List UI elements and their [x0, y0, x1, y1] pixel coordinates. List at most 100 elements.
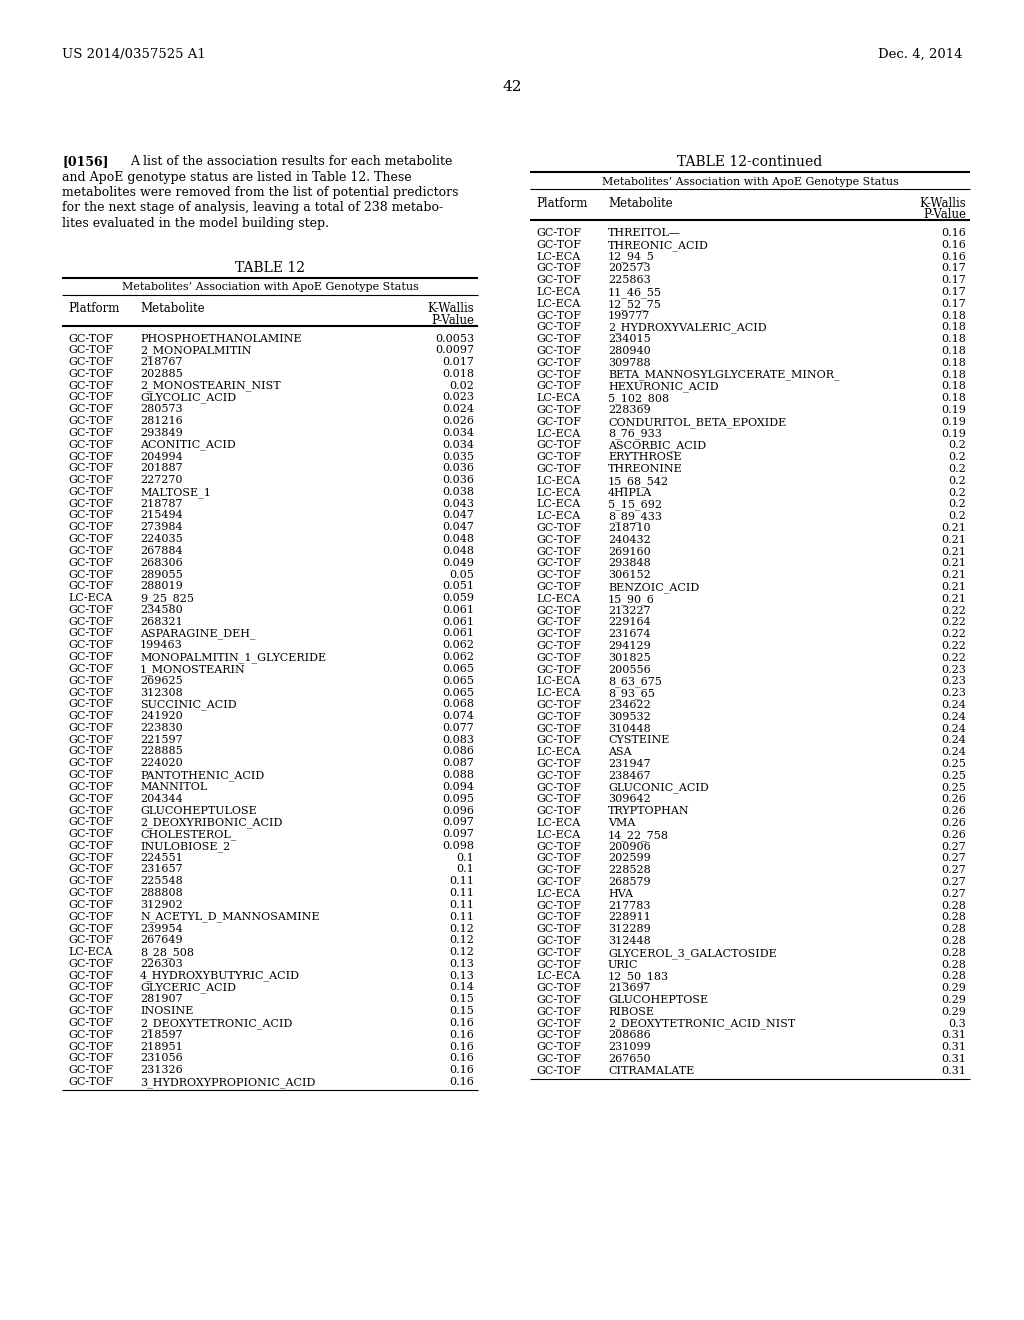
Text: 202599: 202599	[608, 854, 650, 863]
Text: 312289: 312289	[608, 924, 650, 935]
Text: 268321: 268321	[140, 616, 182, 627]
Text: 268579: 268579	[608, 876, 650, 887]
Text: GC-TOF: GC-TOF	[536, 535, 581, 545]
Text: 0.23: 0.23	[941, 688, 966, 698]
Text: LC-ECA: LC-ECA	[536, 499, 581, 510]
Text: CITRAMALATE: CITRAMALATE	[608, 1065, 694, 1076]
Text: 0.018: 0.018	[442, 368, 474, 379]
Text: 0.22: 0.22	[941, 606, 966, 615]
Text: 0.19: 0.19	[941, 429, 966, 438]
Text: ACONITIC_ACID: ACONITIC_ACID	[140, 440, 236, 450]
Text: GC-TOF: GC-TOF	[536, 1019, 581, 1028]
Text: 0.18: 0.18	[941, 381, 966, 392]
Text: [0156]: [0156]	[62, 154, 109, 168]
Text: 2_MONOSTEARIN_NIST: 2_MONOSTEARIN_NIST	[140, 380, 281, 392]
Text: GC-TOF: GC-TOF	[68, 676, 113, 685]
Text: 267649: 267649	[140, 936, 182, 945]
Text: 228911: 228911	[608, 912, 650, 923]
Text: 0.2: 0.2	[948, 475, 966, 486]
Text: 0.026: 0.026	[442, 416, 474, 426]
Text: GC-TOF: GC-TOF	[68, 640, 113, 651]
Text: N_ACETYL_D_MANNOSAMINE: N_ACETYL_D_MANNOSAMINE	[140, 912, 319, 923]
Text: 0.11: 0.11	[450, 876, 474, 886]
Text: LC-ECA: LC-ECA	[536, 676, 581, 686]
Text: lites evaluated in the model building step.: lites evaluated in the model building st…	[62, 216, 329, 230]
Text: 0.034: 0.034	[442, 440, 474, 450]
Text: 231056: 231056	[140, 1053, 182, 1064]
Text: 0.18: 0.18	[941, 334, 966, 345]
Text: 15_68_542: 15_68_542	[608, 475, 669, 487]
Text: GC-TOF: GC-TOF	[68, 876, 113, 886]
Text: 0.024: 0.024	[442, 404, 474, 414]
Text: 202885: 202885	[140, 368, 182, 379]
Text: GC-TOF: GC-TOF	[536, 842, 581, 851]
Text: 0.017: 0.017	[442, 358, 474, 367]
Text: GC-TOF: GC-TOF	[536, 334, 581, 345]
Text: LC-ECA: LC-ECA	[536, 252, 581, 261]
Text: 281216: 281216	[140, 416, 182, 426]
Text: 0.2: 0.2	[948, 441, 966, 450]
Text: GC-TOF: GC-TOF	[68, 829, 113, 840]
Text: 200556: 200556	[608, 664, 650, 675]
Text: LC-ECA: LC-ECA	[536, 830, 581, 840]
Text: GC-TOF: GC-TOF	[536, 854, 581, 863]
Text: 0.098: 0.098	[442, 841, 474, 851]
Text: 218787: 218787	[140, 499, 182, 508]
Text: GC-TOF: GC-TOF	[536, 582, 581, 591]
Text: 0.18: 0.18	[941, 370, 966, 380]
Text: 0.28: 0.28	[941, 900, 966, 911]
Text: 0.18: 0.18	[941, 358, 966, 368]
Text: GC-TOF: GC-TOF	[68, 994, 113, 1005]
Text: 0.2: 0.2	[948, 511, 966, 521]
Text: 0.19: 0.19	[941, 405, 966, 414]
Text: 0.24: 0.24	[941, 735, 966, 746]
Text: 0.059: 0.059	[442, 593, 474, 603]
Text: GC-TOF: GC-TOF	[68, 841, 113, 851]
Text: 0.16: 0.16	[450, 1065, 474, 1074]
Text: 0.16: 0.16	[941, 228, 966, 238]
Text: 0.26: 0.26	[941, 807, 966, 816]
Text: GC-TOF: GC-TOF	[68, 1065, 113, 1074]
Text: 201887: 201887	[140, 463, 182, 474]
Text: 0.086: 0.086	[442, 747, 474, 756]
Text: LC-ECA: LC-ECA	[536, 888, 581, 899]
Text: GC-TOF: GC-TOF	[68, 404, 113, 414]
Text: GC-TOF: GC-TOF	[68, 499, 113, 508]
Text: 0.2: 0.2	[948, 453, 966, 462]
Text: PHOSPHOETHANOLAMINE: PHOSPHOETHANOLAMINE	[140, 334, 302, 343]
Text: 301825: 301825	[608, 653, 650, 663]
Text: 8_28_508: 8_28_508	[140, 948, 194, 958]
Text: GC-TOF: GC-TOF	[536, 240, 581, 249]
Text: Metabolites’ Association with ApoE Genotype Status: Metabolites’ Association with ApoE Genot…	[601, 177, 898, 187]
Text: 267884: 267884	[140, 546, 182, 556]
Text: 0.048: 0.048	[442, 535, 474, 544]
Text: 0.17: 0.17	[941, 286, 966, 297]
Text: 0.26: 0.26	[941, 795, 966, 804]
Text: GC-TOF: GC-TOF	[536, 264, 581, 273]
Text: 0.065: 0.065	[442, 664, 474, 675]
Text: GC-TOF: GC-TOF	[68, 970, 113, 981]
Text: GC-TOF: GC-TOF	[536, 558, 581, 569]
Text: GC-TOF: GC-TOF	[68, 1041, 113, 1052]
Text: GC-TOF: GC-TOF	[536, 1065, 581, 1076]
Text: 0.068: 0.068	[442, 700, 474, 709]
Text: GC-TOF: GC-TOF	[536, 606, 581, 615]
Text: 234622: 234622	[608, 700, 650, 710]
Text: 0.15: 0.15	[450, 1006, 474, 1016]
Text: BETA_MANNOSYLGLYCERATE_MINOR_: BETA_MANNOSYLGLYCERATE_MINOR_	[608, 370, 840, 380]
Text: 218951: 218951	[140, 1041, 182, 1052]
Text: 231947: 231947	[608, 759, 650, 770]
Text: GC-TOF: GC-TOF	[68, 711, 113, 721]
Text: 0.061: 0.061	[442, 628, 474, 639]
Text: GC-TOF: GC-TOF	[68, 605, 113, 615]
Text: GC-TOF: GC-TOF	[68, 487, 113, 496]
Text: 0.28: 0.28	[941, 924, 966, 935]
Text: LC-ECA: LC-ECA	[536, 286, 581, 297]
Text: GC-TOF: GC-TOF	[536, 275, 581, 285]
Text: 0.17: 0.17	[941, 298, 966, 309]
Text: and ApoE genotype status are listed in Table 12. These: and ApoE genotype status are listed in T…	[62, 170, 412, 183]
Text: 15_90_6: 15_90_6	[608, 594, 655, 605]
Text: 213227: 213227	[608, 606, 650, 615]
Text: MONOPALMITIN_1_GLYCERIDE: MONOPALMITIN_1_GLYCERIDE	[140, 652, 326, 663]
Text: 310448: 310448	[608, 723, 650, 734]
